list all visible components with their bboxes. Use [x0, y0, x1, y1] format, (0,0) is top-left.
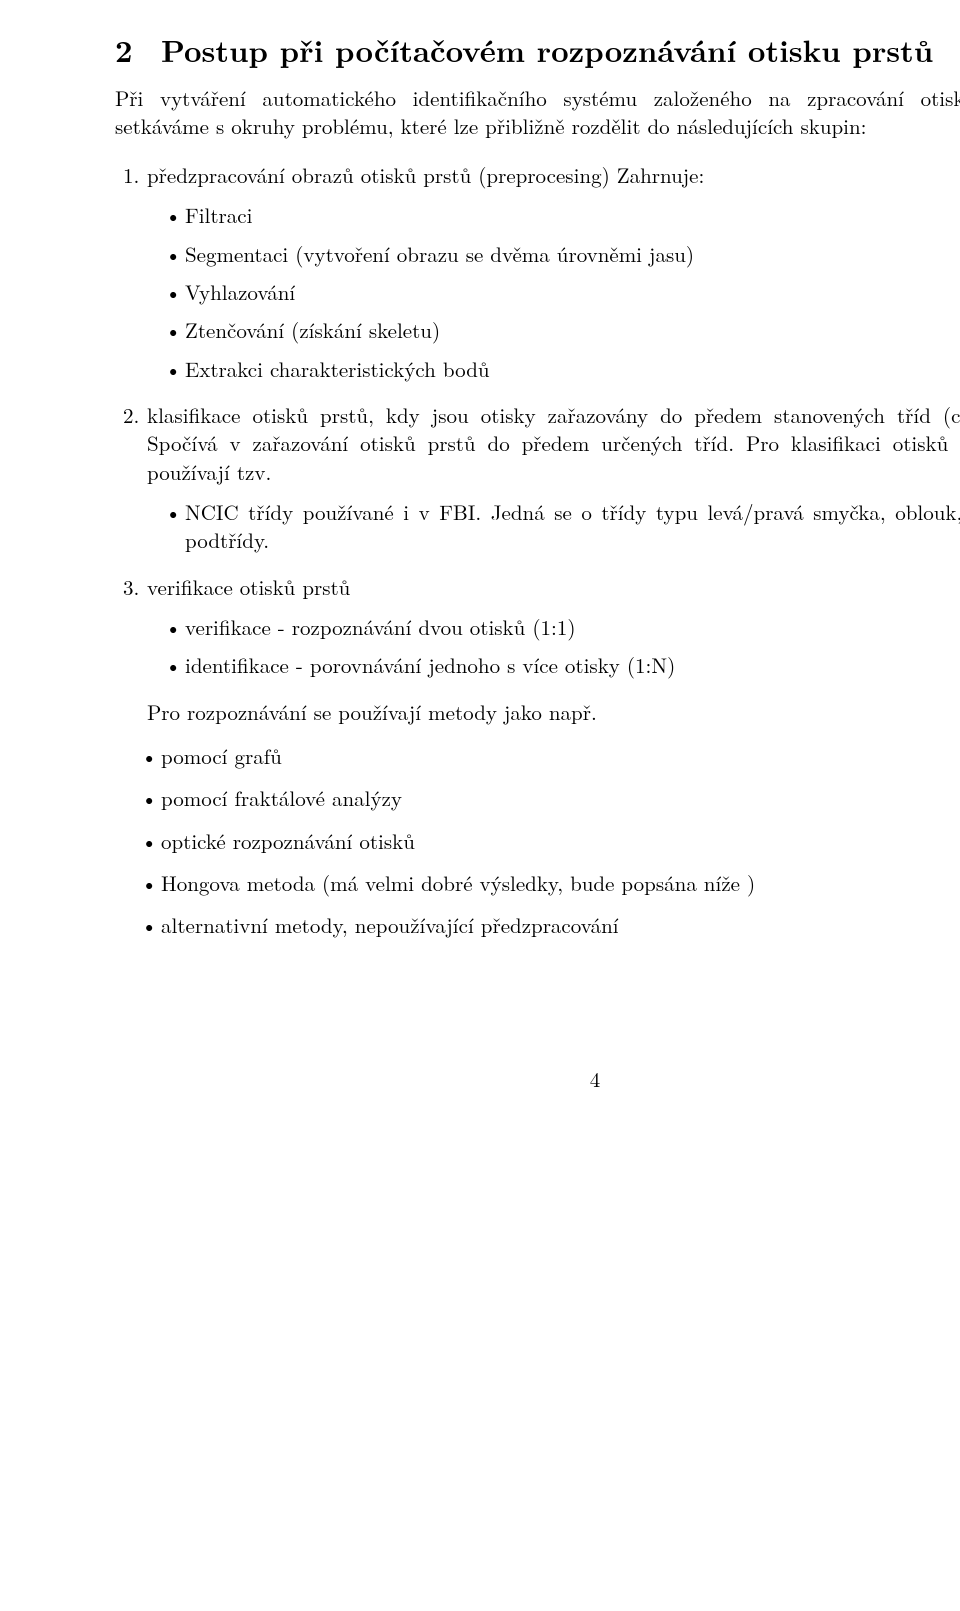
- section-number: 2: [115, 30, 161, 68]
- enum-item-3: 3.verifikace otisků prstů verifikace - r…: [147, 573, 960, 680]
- page-number: 4: [115, 1065, 960, 1093]
- method-item: Hongova metoda (má velmi dobré výsledky,…: [161, 869, 960, 897]
- enumerated-list: 1.předzpracování obrazů otisků prstů (pr…: [115, 161, 960, 680]
- enum-text: klasifikace otisků prstů, kdy jsou otisk…: [147, 400, 960, 487]
- enum-number: 2.: [123, 401, 147, 429]
- bullet-item: Extrakci charakteristických bodů: [185, 355, 960, 383]
- method-item: optické rozpoznávání otisků: [161, 827, 960, 855]
- method-item: pomocí fraktálové analýzy: [161, 784, 960, 812]
- methods-list: pomocí grafů pomocí fraktálové analýzy o…: [115, 742, 960, 940]
- enum-number: 1.: [123, 161, 147, 189]
- bullet-item: Vyhlazování: [185, 278, 960, 306]
- methods-intro: Pro rozpoznávání se používají metody jak…: [147, 698, 960, 726]
- bullet-item: verifikace - rozpoznávání dvou otisků (1…: [185, 613, 960, 641]
- bullet-list-1: Filtraci Segmentaci (vytvoření obrazu se…: [147, 201, 960, 383]
- method-item: pomocí grafů: [161, 742, 960, 770]
- enum-text: verifikace otisků prstů: [147, 572, 350, 602]
- method-item: alternativní metody, nepoužívající předz…: [161, 911, 960, 939]
- enum-number: 3.: [123, 573, 147, 601]
- bullet-item: identifikace - porovnávání jednoho s víc…: [185, 651, 960, 679]
- bullet-item: Segmentaci (vytvoření obrazu se dvěma úr…: [185, 240, 960, 268]
- enum-text: předzpracování obrazů otisků prstů (prep…: [147, 160, 704, 190]
- enum-item-1: 1.předzpracování obrazů otisků prstů (pr…: [147, 161, 960, 383]
- section-title: Postup při počítačovém rozpoznávání otis…: [161, 30, 933, 68]
- intro-paragraph: Při vytváření automatického identifikačn…: [115, 84, 960, 141]
- enum-item-2: 2.klasifikace otisků prstů, kdy jsou oti…: [147, 401, 960, 555]
- bullet-item: Ztenčování (získání skeletu): [185, 316, 960, 344]
- bullet-item: Filtraci: [185, 201, 960, 229]
- bullet-list-3: verifikace - rozpoznávání dvou otisků (1…: [147, 613, 960, 680]
- bullet-list-2: NCIC třídy používané i v FBI. Jedná se o…: [147, 498, 960, 555]
- section-heading: 2 Postup při počítačovém rozpoznávání ot…: [115, 30, 960, 68]
- bullet-item: NCIC třídy používané i v FBI. Jedná se o…: [185, 498, 960, 555]
